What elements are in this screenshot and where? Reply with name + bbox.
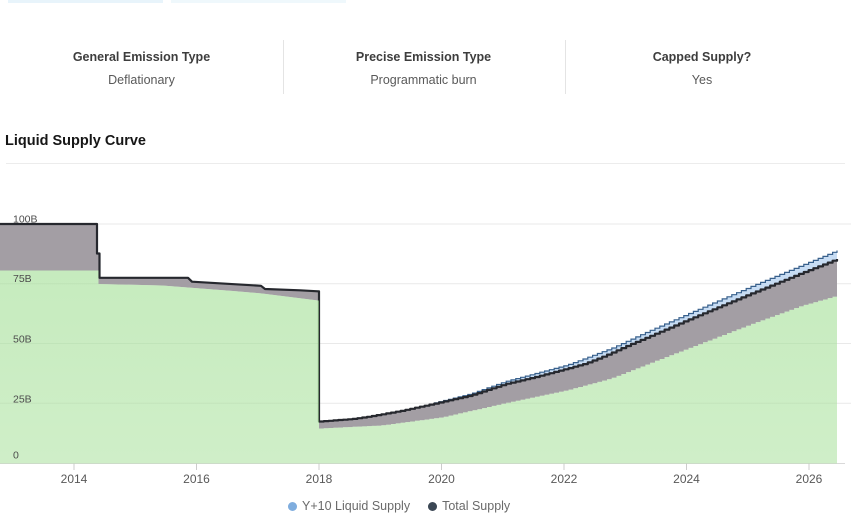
svg-text:2026: 2026 xyxy=(796,472,823,486)
svg-text:25B: 25B xyxy=(13,393,32,405)
svg-text:2020: 2020 xyxy=(428,472,455,486)
svg-text:50B: 50B xyxy=(13,334,32,346)
svg-text:2022: 2022 xyxy=(551,472,578,486)
svg-text:0: 0 xyxy=(13,450,19,462)
svg-text:2016: 2016 xyxy=(183,472,210,486)
svg-text:2024: 2024 xyxy=(673,472,700,486)
svg-text:100B: 100B xyxy=(13,214,38,226)
svg-text:2018: 2018 xyxy=(306,472,333,486)
svg-text:75B: 75B xyxy=(13,273,32,285)
svg-text:2014: 2014 xyxy=(61,472,88,486)
